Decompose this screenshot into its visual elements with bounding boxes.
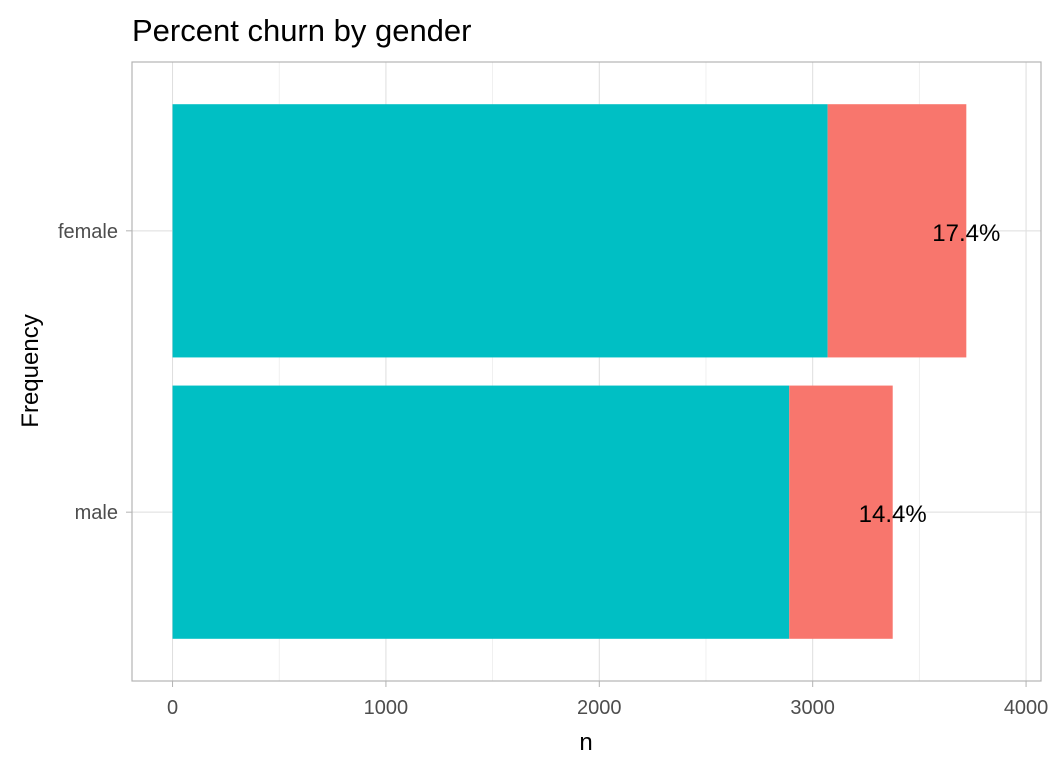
x-axis: 0 1000 2000 3000 4000 — [167, 681, 1048, 719]
bars — [172, 104, 967, 639]
x-tick-label: 3000 — [790, 697, 835, 719]
x-axis-title: n — [579, 729, 592, 756]
chart-title: Percent churn by gender — [132, 13, 472, 48]
data-label-female: 17.4% — [932, 220, 1000, 247]
x-tick-label: 1000 — [364, 697, 409, 719]
panel-border — [131, 61, 1042, 682]
y-tick-label-male: male — [75, 502, 118, 524]
data-labels: 17.4% 14.4% — [859, 220, 1001, 528]
bar-female-segment-1 — [827, 104, 967, 358]
bar-male-segment-1 — [789, 385, 893, 639]
x-tick-label: 4000 — [1004, 697, 1049, 719]
y-axis-title: Frequency — [17, 314, 44, 427]
x-tick-label: 0 — [167, 697, 178, 719]
data-label-male: 14.4% — [859, 501, 927, 528]
bar-female-segment-0 — [172, 104, 828, 358]
y-tick-label-female: female — [58, 221, 118, 243]
y-axis: female male — [58, 221, 132, 524]
bar-male-segment-0 — [172, 385, 790, 639]
x-tick-label: 2000 — [577, 697, 622, 719]
